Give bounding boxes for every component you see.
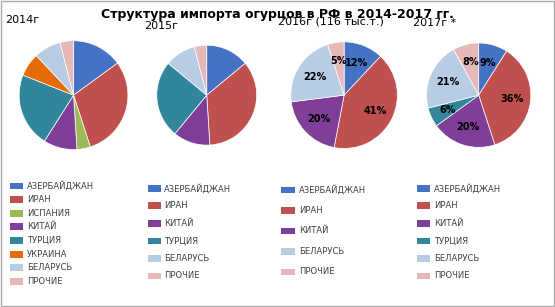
Text: ПРОЧИЕ: ПРОЧИЕ (299, 267, 334, 276)
Bar (281, 269, 295, 275)
Bar (417, 273, 431, 279)
Bar (417, 185, 431, 192)
Text: 36%: 36% (501, 95, 524, 104)
Bar (148, 238, 160, 244)
Text: КИТАЙ: КИТАЙ (27, 222, 57, 231)
Bar (9, 196, 23, 203)
Text: БЕЛАРУСЬ: БЕЛАРУСЬ (27, 263, 73, 272)
Text: БЕЛАРУСЬ: БЕЛАРУСЬ (435, 254, 480, 263)
Text: Структура импорта огурцов в РФ в 2014-2017 гг.: Структура импорта огурцов в РФ в 2014-20… (101, 8, 454, 21)
Text: КИТАЙ: КИТАЙ (164, 219, 194, 228)
Wedge shape (73, 63, 128, 147)
Wedge shape (427, 49, 478, 108)
Wedge shape (44, 95, 77, 150)
Text: БЕЛАРУСЬ: БЕЛАРУСЬ (299, 247, 344, 256)
Text: ИРАН: ИРАН (164, 201, 188, 210)
Bar (281, 227, 295, 234)
Wedge shape (157, 63, 207, 134)
Text: КИТАЙ: КИТАЙ (435, 219, 464, 228)
Text: ТУРЦИЯ: ТУРЦИЯ (164, 236, 198, 245)
Wedge shape (334, 56, 397, 149)
Bar (417, 238, 431, 244)
Bar (281, 207, 295, 214)
Wedge shape (60, 41, 74, 95)
Wedge shape (478, 51, 531, 145)
Text: 2015г: 2015г (144, 21, 178, 31)
Text: ПРОЧИЕ: ПРОЧИЕ (164, 271, 200, 280)
Bar (9, 251, 23, 258)
Text: АЗЕРБАЙДЖАН: АЗЕРБАЙДЖАН (27, 181, 94, 191)
Bar (9, 223, 23, 230)
Text: ИРАН: ИРАН (435, 201, 458, 210)
Bar (148, 273, 160, 279)
Wedge shape (428, 95, 478, 126)
Wedge shape (478, 43, 507, 95)
Text: 9%: 9% (480, 58, 496, 68)
Bar (417, 220, 431, 227)
Bar (148, 202, 160, 209)
Bar (148, 255, 160, 262)
Text: АЗЕРБАЙДЖАН: АЗЕРБАЙДЖАН (435, 183, 502, 193)
Wedge shape (453, 43, 479, 95)
Wedge shape (327, 42, 344, 95)
Bar (9, 210, 23, 217)
Wedge shape (207, 63, 256, 145)
Bar (417, 202, 431, 209)
Text: ИРАН: ИРАН (299, 206, 322, 215)
Wedge shape (175, 95, 210, 145)
Text: ПРОЧИЕ: ПРОЧИЕ (27, 277, 63, 286)
Bar (148, 185, 160, 192)
Wedge shape (194, 45, 207, 95)
Text: БЕЛАРУСЬ: БЕЛАРУСЬ (164, 254, 210, 263)
Wedge shape (23, 56, 73, 95)
Wedge shape (344, 42, 381, 95)
Bar (9, 237, 23, 244)
Wedge shape (168, 47, 207, 95)
Text: ПРОЧИЕ: ПРОЧИЕ (435, 271, 470, 280)
Bar (9, 264, 23, 271)
Text: 22%: 22% (303, 72, 326, 82)
Wedge shape (436, 95, 495, 147)
Wedge shape (19, 75, 73, 141)
Text: УКРАИНА: УКРАИНА (27, 250, 68, 258)
Text: 5%: 5% (330, 56, 347, 66)
Wedge shape (36, 42, 73, 95)
Text: 2016г (116 тыс.т.): 2016г (116 тыс.т.) (278, 16, 384, 26)
Text: 2014г: 2014г (6, 15, 39, 25)
Wedge shape (291, 95, 344, 147)
Text: 2017г *: 2017г * (413, 18, 457, 28)
Text: 21%: 21% (436, 77, 459, 87)
Text: 20%: 20% (307, 114, 330, 124)
Text: 6%: 6% (440, 105, 456, 115)
Text: 12%: 12% (345, 58, 369, 68)
Text: 8%: 8% (462, 57, 478, 67)
Bar (281, 187, 295, 193)
Text: АЗЕРБАЙДЖАН: АЗЕРБАЙДЖАН (299, 185, 366, 195)
Bar (9, 183, 23, 189)
Text: ТУРЦИЯ: ТУРЦИЯ (27, 236, 62, 245)
Text: КИТАЙ: КИТАЙ (299, 226, 329, 235)
Bar (9, 278, 23, 285)
Wedge shape (73, 41, 118, 95)
Bar (281, 248, 295, 255)
Text: ТУРЦИЯ: ТУРЦИЯ (435, 236, 468, 245)
Text: АЗЕРБАЙДЖАН: АЗЕРБАЙДЖАН (164, 183, 231, 193)
Wedge shape (73, 95, 90, 150)
Wedge shape (291, 45, 344, 102)
Text: ИРАН: ИРАН (27, 195, 51, 204)
Text: 20%: 20% (457, 122, 480, 132)
Bar (417, 255, 431, 262)
Wedge shape (206, 45, 245, 95)
Text: 41%: 41% (364, 106, 387, 116)
Bar (148, 220, 160, 227)
Text: ИСПАНИЯ: ИСПАНИЯ (27, 209, 70, 218)
